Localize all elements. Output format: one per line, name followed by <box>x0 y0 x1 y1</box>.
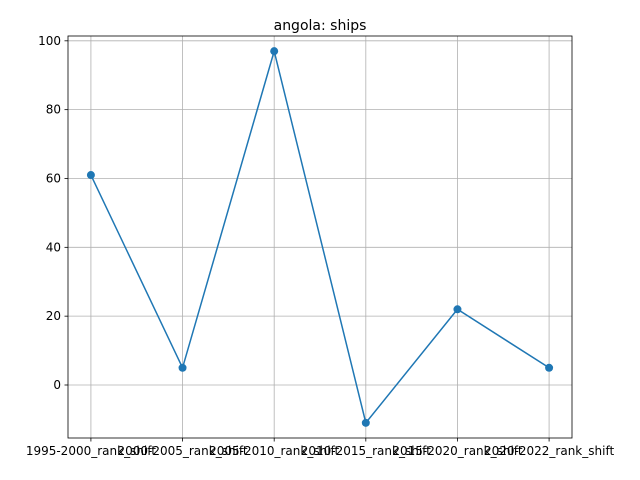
y-tick-label: 80 <box>46 103 61 117</box>
chart-title: angola: ships <box>274 18 367 34</box>
x-tick-label: 2020-2022_rank_shift <box>484 444 614 458</box>
x-tick-label: 2010-2015_rank_shift <box>301 444 431 458</box>
plot-area-frame <box>67 35 573 439</box>
data-series <box>86 47 554 427</box>
data-point-marker <box>86 171 95 180</box>
x-tick-label: 2015-2020_rank_shift <box>392 444 522 458</box>
y-tick-label: 60 <box>46 171 61 185</box>
y-axis-ticks: 0 20 40 60 80 100 <box>38 34 68 392</box>
x-tick-label: 2005-2010_rank_shift <box>209 444 339 458</box>
x-tick-label: 2000-2005_rank_shift <box>117 444 247 458</box>
data-point-marker <box>178 363 187 372</box>
data-point-marker <box>270 47 279 56</box>
series-line <box>90 48 550 425</box>
data-point-marker <box>453 305 462 314</box>
axes-frame <box>67 35 573 439</box>
y-tick-label: 20 <box>46 309 61 323</box>
y-tick-label: 100 <box>38 34 61 48</box>
y-tick-label: 0 <box>53 378 61 392</box>
grid-lines <box>68 36 572 438</box>
x-tick-label: 1995-2000_rank_shift <box>26 444 156 458</box>
data-point-marker <box>545 363 554 372</box>
data-point-marker <box>361 418 370 427</box>
x-axis-ticks: 1995-2000_rank_shift2000-2005_rank_shift… <box>26 438 614 458</box>
y-tick-label: 40 <box>46 240 61 254</box>
